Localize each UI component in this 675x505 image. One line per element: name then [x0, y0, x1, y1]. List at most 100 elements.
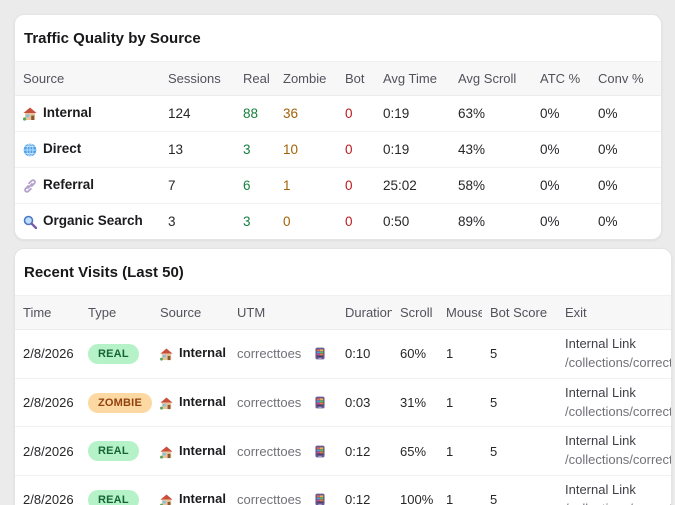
cell-zombie: 0 [275, 203, 337, 239]
mobile-phone-icon [315, 395, 325, 410]
cell-avg-scroll: 89% [450, 203, 532, 239]
cell-scroll: 60% [400, 346, 427, 362]
cell-bot: 0 [337, 203, 375, 239]
cell-sessions: 13 [160, 131, 235, 168]
cell-mouse: 1 [438, 475, 482, 505]
cell-zombie: 36 [283, 106, 299, 121]
cell-exit: Internal Link/collections/correcttoes [557, 426, 671, 476]
status-badge: ZOMBIE [88, 392, 152, 413]
cell-type: REAL [80, 426, 152, 476]
cell-duration: 0:12 [337, 475, 392, 505]
visit-row: 2/8/2026 REAL Internal correcttoes 0:12 … [15, 426, 671, 476]
traffic-header-row: Source Sessions Real Zombie Bot Avg Time… [15, 61, 661, 96]
status-badge: REAL [88, 441, 139, 462]
cell-source: Internal [152, 475, 229, 505]
cell-real: 3 [235, 203, 275, 239]
cell-mouse: 1 [438, 426, 482, 476]
exit-path: /collections/correcttoes [565, 452, 671, 468]
source-label: Referral [43, 177, 95, 192]
col-avg-time: Avg Time [375, 61, 450, 96]
cell-real: 88 [243, 106, 259, 121]
cell-utm: correcttoes [229, 377, 307, 427]
col-bot-score: Bot Score [482, 295, 557, 330]
cell-avg-scroll: 58% [450, 167, 532, 204]
visit-row: 2/8/2026 ZOMBIE Internal correcttoes 0:0… [15, 377, 671, 427]
cell-conv: 0% [590, 131, 661, 168]
exit-type: Internal Link [565, 482, 636, 498]
cell-avg-time: 0:50 [375, 203, 450, 239]
cell-time: 2/8/2026 [15, 475, 80, 505]
cell-zombie: 10 [275, 131, 337, 168]
cell-sessions: 7 [160, 167, 235, 204]
traffic-quality-title: Traffic Quality by Source [24, 30, 201, 47]
exit-type: Internal Link [565, 433, 636, 449]
cell-source: Internal [15, 96, 160, 132]
table-row: Referral 7 6 1 0 25:02 58% 0% 0% [15, 167, 661, 204]
col-source: Source [152, 295, 229, 330]
cell-atc: 0% [532, 203, 590, 239]
visits-header-row: Time Type Source UTM Duration Scroll Mou… [15, 295, 671, 330]
exit-path: /collections/correcttoes [565, 500, 671, 505]
col-duration: Duration [337, 295, 392, 330]
visit-row: 2/8/2026 REAL Internal correcttoes 0:12 … [15, 475, 671, 505]
mobile-phone-icon [315, 346, 325, 361]
recent-visits-table: Time Type Source UTM Duration Scroll Mou… [15, 295, 671, 505]
cell-device [307, 475, 337, 505]
cell-avg-time: 0:19 [383, 106, 410, 121]
table-row: Direct 13 3 10 0 0:19 43% 0% 0% [15, 131, 661, 168]
cell-conv: 0% [598, 106, 618, 121]
exit-type: Internal Link [565, 384, 636, 400]
cell-source: Referral [15, 167, 160, 204]
cell-bot-score: 5 [482, 377, 557, 427]
house-icon [160, 347, 173, 362]
cell-bot: 0 [345, 106, 353, 121]
col-scroll: Scroll [392, 295, 438, 330]
source-label: Internal [43, 105, 92, 120]
traffic-quality-card: Traffic Quality by Source Source Session… [14, 14, 662, 240]
source-label: Direct [43, 141, 82, 156]
source-label: Internal [179, 345, 226, 361]
magnifier-icon [23, 215, 37, 230]
visit-row: 2/8/2026 REAL Internal correcttoes 0:10 … [15, 330, 671, 379]
col-sessions: Sessions [160, 61, 235, 96]
house-icon [160, 445, 173, 460]
cell-scroll: 65% [392, 426, 438, 476]
cell-atc: 0% [540, 106, 560, 121]
cell-exit: Internal Link/collections/correcttoes [557, 330, 671, 379]
col-exit: Exit [557, 295, 671, 330]
col-source: Source [15, 61, 160, 96]
cell-type: REAL [80, 475, 152, 505]
cell-avg-time: 0:19 [375, 131, 450, 168]
cell-atc: 0% [532, 167, 590, 204]
recent-visits-card: Recent Visits (Last 50) Time Type Source… [14, 248, 672, 505]
cell-device [307, 377, 337, 427]
cell-exit: Internal Link/collections/correcttoes [557, 475, 671, 505]
cell-scroll: 31% [392, 377, 438, 427]
exit-path: /collections/correcttoes [565, 403, 671, 419]
col-zombie: Zombie [275, 61, 337, 96]
cell-source: Internal [152, 426, 229, 476]
cell-conv: 0% [590, 203, 661, 239]
traffic-quality-table: Source Sessions Real Zombie Bot Avg Time… [15, 61, 661, 239]
col-type: Type [80, 295, 152, 330]
cell-real: 3 [235, 131, 275, 168]
cell-mouse: 1 [438, 377, 482, 427]
cell-device [307, 426, 337, 476]
cell-source: Organic Search [15, 203, 160, 239]
col-device [307, 295, 337, 330]
col-conv: Conv % [590, 61, 661, 96]
cell-bot-score: 5 [482, 426, 557, 476]
cell-duration: 0:10 [345, 346, 371, 362]
house-icon [23, 107, 37, 122]
col-utm: UTM [229, 295, 307, 330]
cell-real: 6 [235, 167, 275, 204]
cell-atc: 0% [532, 131, 590, 168]
cell-type: REAL [80, 330, 152, 379]
table-row: Organic Search 3 3 0 0 0:50 89% 0% 0% [15, 203, 661, 239]
col-avg-scroll: Avg Scroll [450, 61, 532, 96]
cell-source: Internal [152, 377, 229, 427]
link-icon [23, 179, 37, 194]
cell-sessions: 124 [168, 106, 191, 121]
cell-source: Internal [152, 330, 229, 379]
cell-utm: correcttoes [229, 475, 307, 505]
